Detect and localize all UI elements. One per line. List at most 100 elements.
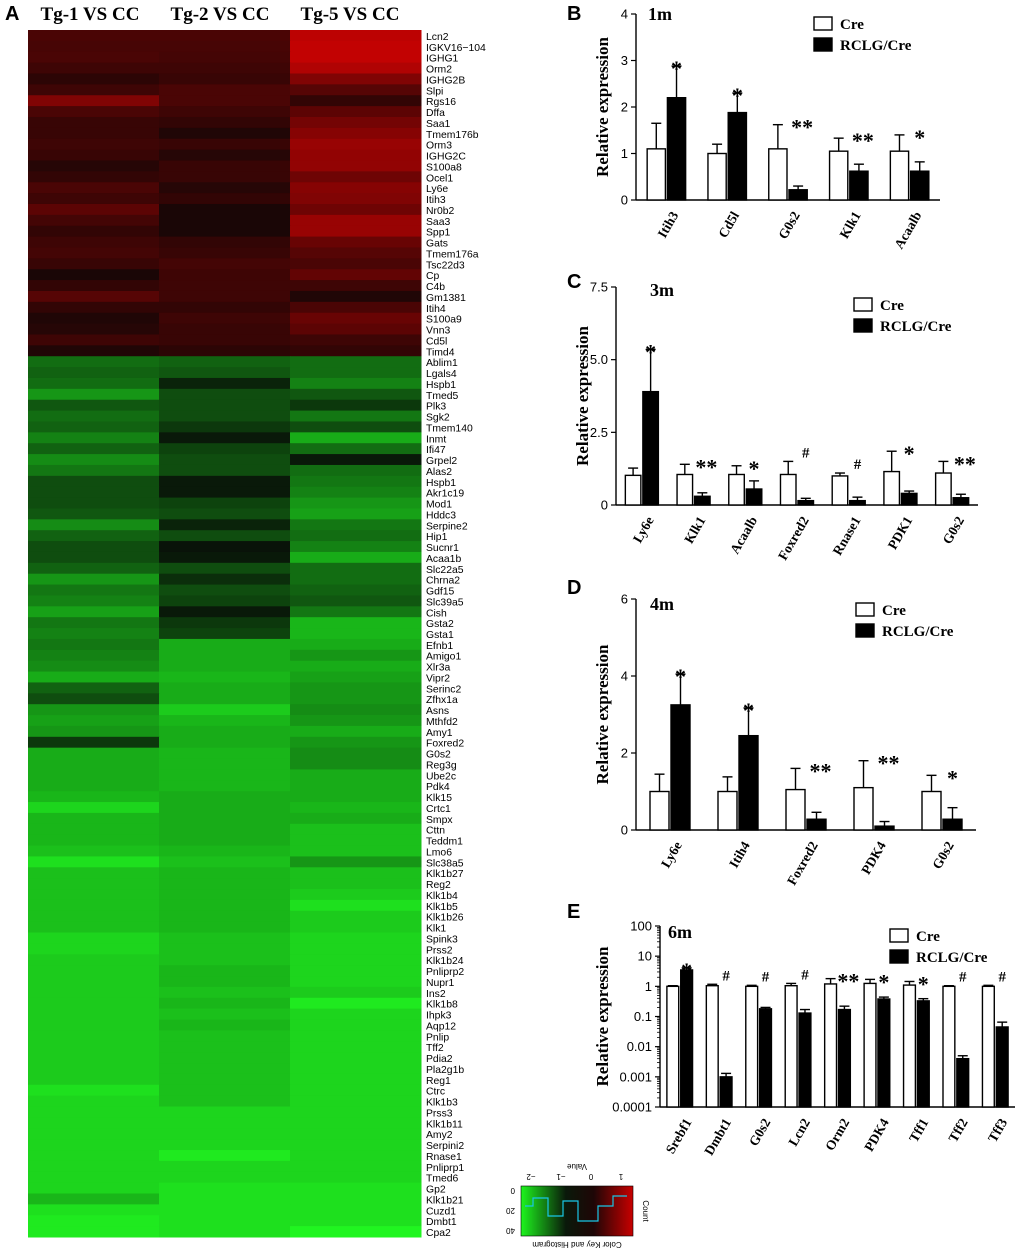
- y-tick-label: 0.0001: [612, 1100, 652, 1115]
- heatmap-cell: [28, 106, 160, 118]
- heatmap-cell: [28, 280, 160, 292]
- heatmap-cell: [159, 214, 291, 227]
- color-key-count-label: Count: [641, 1200, 650, 1222]
- heatmap-cell: [290, 508, 422, 520]
- gene-label: Foxred2: [426, 739, 464, 750]
- heatmap-column-1: Tg-1 VS CC: [41, 4, 140, 25]
- gene-label: Sgk2: [426, 413, 450, 424]
- heatmap-cell: [28, 84, 160, 96]
- heatmap-cell: [290, 269, 422, 281]
- x-tick-label: Klk1: [681, 514, 708, 546]
- heatmap-cell: [159, 693, 291, 705]
- gene-label: Klk1b24: [426, 956, 464, 967]
- color-key-count-tick: 40: [506, 1226, 515, 1235]
- heatmap-cell: [28, 965, 160, 977]
- gene-label: Pnliprp1: [426, 1163, 464, 1174]
- x-tick-label: Srebf1: [663, 1116, 695, 1157]
- heatmap-cell: [28, 725, 160, 738]
- heatmap-cell: [290, 1182, 422, 1195]
- gene-label: Cttn: [426, 826, 445, 837]
- heatmap-cell: [159, 649, 291, 662]
- x-tick-label: G0s2: [746, 1116, 774, 1149]
- color-key-count-tick: 20: [506, 1206, 515, 1215]
- heatmap-cell: [159, 443, 291, 455]
- heatmap-cell: [290, 106, 422, 118]
- x-tick-label: G0s2: [775, 209, 803, 242]
- heatmap-cell: [28, 1226, 160, 1238]
- y-axis-label: Relative expression: [593, 36, 612, 176]
- x-tick-label: Lcn2: [785, 1116, 813, 1149]
- heatmap-cell: [159, 454, 291, 466]
- color-key-value-label: Value: [567, 1162, 587, 1171]
- heatmap-cell: [290, 40, 422, 53]
- heatmap-cell: [159, 421, 291, 433]
- heatmap-cell: [290, 30, 422, 42]
- heatmap-cell: [159, 899, 291, 912]
- heatmap-cell: [159, 758, 291, 770]
- significance-mark: #: [854, 457, 862, 473]
- gene-label: Gsta2: [426, 619, 454, 630]
- heatmap-cell: [290, 345, 422, 357]
- legend-label: RCLG/Cre: [840, 38, 912, 54]
- heatmap-cell: [290, 62, 422, 74]
- significance-mark: **: [791, 115, 813, 140]
- heatmap-cell: [28, 867, 160, 879]
- heatmap-cell: [290, 334, 422, 346]
- heatmap-cell: [159, 671, 291, 683]
- heatmap-cell: [290, 1160, 422, 1173]
- heatmap-cell: [159, 943, 291, 955]
- heatmap-cell: [28, 606, 160, 618]
- x-tick-label: PDK4: [861, 1116, 892, 1154]
- x-tick-label: PDK1: [885, 514, 916, 552]
- heatmap-cell: [290, 530, 422, 542]
- legend-label: RCLG/Cre: [880, 319, 952, 335]
- gene-label: Timd4: [426, 347, 455, 358]
- significance-mark: *: [878, 969, 889, 994]
- legend-swatch: [853, 318, 873, 333]
- heatmap-cell: [290, 943, 422, 955]
- significance-mark: #: [959, 970, 967, 986]
- bar-rclg-cre: [837, 1008, 852, 1108]
- heatmap-cell: [28, 834, 160, 847]
- x-tick-label: Tff1: [906, 1116, 931, 1145]
- heatmap-cell: [290, 1041, 422, 1053]
- heatmap-cell: [290, 638, 422, 651]
- heatmap-cell: [159, 203, 291, 216]
- y-tick-label: 3: [621, 53, 628, 68]
- gene-label: Akr1c19: [426, 489, 464, 500]
- significance-mark: #: [998, 969, 1006, 985]
- heatmap-cell: [28, 1215, 160, 1227]
- heatmap-cell: [28, 1171, 160, 1184]
- heatmap-cell: [290, 280, 422, 292]
- bar-rclg-cre: [874, 825, 895, 831]
- gene-label: IGHG2C: [426, 152, 466, 163]
- heatmap-cell: [290, 1215, 422, 1227]
- heatmap-cell: [28, 921, 160, 934]
- y-tick-label: 4: [621, 669, 628, 684]
- significance-mark: *: [732, 83, 743, 108]
- heatmap-cell: [28, 214, 160, 227]
- bar-rclg-cre: [738, 734, 759, 831]
- heatmap-cell: [28, 345, 160, 357]
- heatmap-cell: [28, 160, 160, 172]
- heatmap-cell: [28, 812, 160, 825]
- heatmap-cell: [159, 182, 291, 194]
- heatmap-cell: [290, 845, 422, 857]
- heatmap-cell: [28, 356, 160, 368]
- heatmap-cell: [28, 193, 160, 205]
- x-tick-label: Itih4: [726, 839, 753, 871]
- heatmap-cell: [290, 432, 422, 444]
- heatmap-cell: [159, 1193, 291, 1205]
- gene-label: Mod1: [426, 500, 452, 511]
- gene-label: Prss3: [426, 1108, 453, 1119]
- heatmap-cell: [159, 399, 291, 412]
- heatmap-cell: [159, 171, 291, 183]
- legend-swatch: [889, 949, 909, 964]
- heatmap-cell: [290, 1128, 422, 1140]
- heatmap-cell: [290, 660, 422, 673]
- bar-rclg-cre: [877, 998, 891, 1108]
- x-tick-label: Orm2: [822, 1116, 852, 1154]
- heatmap-cell: [28, 432, 160, 444]
- heatmap-cell: [290, 116, 422, 129]
